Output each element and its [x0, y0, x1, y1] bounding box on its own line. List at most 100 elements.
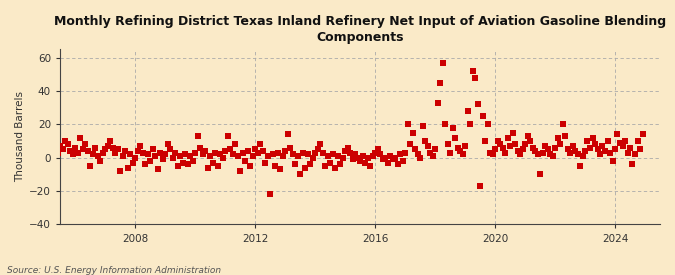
Point	[530, 149, 541, 153]
Point	[574, 164, 585, 168]
Point	[297, 150, 308, 155]
Point	[395, 152, 406, 157]
Point	[50, 145, 61, 150]
Point	[507, 131, 518, 135]
Point	[524, 139, 535, 143]
Point	[137, 150, 148, 155]
Point	[487, 152, 498, 157]
Point	[80, 142, 90, 147]
Point	[527, 145, 538, 150]
Point	[564, 150, 575, 155]
Point	[542, 147, 553, 152]
Point	[260, 161, 271, 165]
Point	[620, 139, 630, 143]
Point	[157, 157, 168, 162]
Point	[502, 136, 513, 140]
Point	[225, 147, 236, 152]
Point	[397, 159, 408, 163]
Point	[172, 164, 183, 168]
Point	[445, 150, 456, 155]
Point	[617, 144, 628, 148]
Point	[389, 156, 400, 160]
Point	[345, 150, 356, 155]
Point	[385, 154, 396, 158]
Point	[47, 149, 58, 153]
Point	[572, 152, 583, 157]
Point	[269, 164, 280, 168]
Point	[587, 136, 598, 140]
Point	[290, 162, 300, 167]
Title: Monthly Refining District Texas Inland Refinery Net Input of Aviation Gasoline B: Monthly Refining District Texas Inland R…	[54, 15, 666, 44]
Point	[549, 145, 560, 150]
Point	[482, 122, 493, 127]
Point	[237, 150, 248, 155]
Point	[262, 154, 273, 158]
Point	[329, 166, 340, 170]
Point	[570, 149, 580, 153]
Point	[612, 132, 623, 137]
Point	[127, 161, 138, 165]
Point	[162, 142, 173, 147]
Point	[624, 145, 635, 150]
Point	[637, 132, 648, 137]
Point	[410, 147, 421, 152]
Point	[607, 159, 618, 163]
Point	[200, 149, 211, 153]
Text: Source: U.S. Energy Information Administration: Source: U.S. Energy Information Administ…	[7, 266, 221, 275]
Point	[464, 122, 475, 127]
Point	[337, 156, 348, 160]
Point	[62, 142, 73, 147]
Point	[300, 166, 310, 170]
Point	[185, 154, 196, 158]
Point	[500, 150, 510, 155]
Point	[545, 152, 556, 157]
Point	[125, 152, 136, 157]
Point	[257, 149, 268, 153]
Point	[240, 159, 250, 163]
Point	[72, 150, 83, 155]
Point	[87, 152, 98, 157]
Point	[205, 154, 215, 158]
Point	[130, 156, 140, 160]
Point	[475, 184, 485, 188]
Point	[379, 156, 390, 160]
Point	[605, 150, 616, 155]
Point	[370, 150, 381, 155]
Point	[275, 167, 286, 172]
Point	[210, 150, 221, 155]
Point	[202, 166, 213, 170]
Point	[82, 149, 93, 153]
Point	[467, 69, 478, 73]
Point	[375, 152, 385, 157]
Point	[402, 122, 413, 127]
Point	[602, 139, 613, 143]
Point	[194, 145, 205, 150]
Point	[190, 150, 200, 155]
Point	[372, 147, 383, 152]
Point	[75, 136, 86, 140]
Point	[535, 172, 545, 177]
Point	[304, 162, 315, 167]
Point	[147, 147, 158, 152]
Point	[420, 139, 431, 143]
Point	[435, 81, 446, 85]
Point	[250, 147, 261, 152]
Point	[102, 144, 113, 148]
Point	[247, 154, 258, 158]
Point	[242, 149, 253, 153]
Point	[532, 152, 543, 157]
Point	[354, 159, 365, 163]
Point	[150, 154, 161, 158]
Point	[562, 147, 573, 152]
Point	[457, 152, 468, 157]
Point	[160, 152, 171, 157]
Point	[597, 144, 608, 148]
Point	[177, 161, 188, 165]
Point	[70, 145, 80, 150]
Point	[135, 144, 146, 148]
Point	[342, 145, 353, 150]
Point	[320, 164, 331, 168]
Point	[167, 156, 178, 160]
Point	[514, 152, 525, 157]
Point	[400, 150, 410, 155]
